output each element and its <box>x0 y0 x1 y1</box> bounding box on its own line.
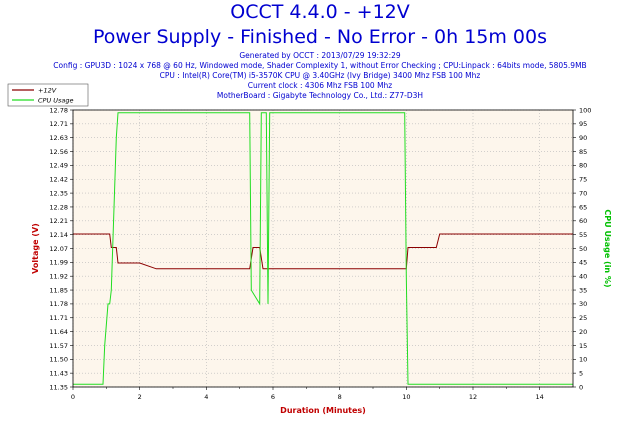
y-axis-right-title: CPU Usage (in %) <box>603 209 612 287</box>
y-left-tick-label: 12.14 <box>49 231 68 239</box>
motherboard-info: MotherBoard : Gigabyte Technology Co., L… <box>216 91 424 100</box>
clock-info: Current clock : 4306 Mhz FSB 100 Mhz <box>247 81 393 90</box>
y-left-tick-label: 11.35 <box>49 383 68 391</box>
x-axis-title: Duration (Minutes) <box>280 406 366 415</box>
y-right-tick-label: 85 <box>579 148 587 156</box>
y-right-tick-label: 75 <box>579 176 587 184</box>
y-right-tick-label: 15 <box>579 342 587 350</box>
config-info: Config : GPU3D : 1024 x 768 @ 60 Hz, Win… <box>53 61 587 70</box>
y-left-tick-label: 11.50 <box>49 356 68 364</box>
x-tick-label: 12 <box>469 393 477 401</box>
chart-title-line1: OCCT 4.4.0 - +12V <box>230 1 410 23</box>
y-right-tick-label: 55 <box>579 231 587 239</box>
y-left-tick-label: 12.42 <box>49 176 68 184</box>
y-axis-left-title: Voltage (V) <box>31 223 40 274</box>
y-right-tick-label: 90 <box>579 134 587 142</box>
y-left-tick-label: 11.99 <box>49 259 68 267</box>
y-right-tick-label: 20 <box>579 328 587 336</box>
y-left-tick-label: 12.49 <box>49 162 68 170</box>
y-left-tick-label: 12.21 <box>49 217 68 225</box>
y-left-tick-label: 12.63 <box>49 134 68 142</box>
y-left-tick-label: 11.78 <box>49 300 68 308</box>
x-tick-label: 4 <box>204 393 208 401</box>
x-tick-label: 8 <box>338 393 342 401</box>
y-right-tick-label: 70 <box>579 189 587 197</box>
y-left-tick-label: 11.71 <box>49 314 68 322</box>
x-tick-label: 2 <box>138 393 142 401</box>
y-left-tick-label: 11.92 <box>49 273 68 281</box>
series-line-cpu-usage <box>73 112 573 385</box>
y-right-tick-label: 60 <box>579 217 587 225</box>
legend: +12V CPU Usage <box>7 83 89 107</box>
y-right-tick-label: 80 <box>579 162 587 170</box>
generated-info: Generated by OCCT : 2013/07/29 19:32:29 <box>239 51 401 60</box>
y-left-tick-label: 11.43 <box>49 369 68 377</box>
chart-title-line2: Power Supply - Finished - No Error - 0h … <box>92 26 548 48</box>
x-tick-label: 0 <box>71 393 75 401</box>
y-right-tick-label: 35 <box>579 286 587 294</box>
y-right-tick-label: 25 <box>579 314 587 322</box>
y-right-tick-label: 30 <box>579 300 587 308</box>
plot-border <box>72 109 574 388</box>
y-right-tick-label: 10 <box>579 356 587 364</box>
y-right-tick-label: 65 <box>579 203 587 211</box>
y-left-tick-label: 12.35 <box>49 189 68 197</box>
series-layer <box>73 112 573 385</box>
y-right-tick-label: 5 <box>579 369 583 377</box>
y-left-tick-label: 11.85 <box>49 286 68 294</box>
y-right-tick-label: 50 <box>579 245 587 253</box>
y-left-tick-label: 12.07 <box>49 245 68 253</box>
y-left-tick-label: 12.78 <box>49 106 68 114</box>
y-left-tick-label: 12.28 <box>49 203 68 211</box>
x-tick-label: 6 <box>271 393 275 401</box>
y-right-tick-label: 40 <box>579 273 587 281</box>
y-left-tick-label: 12.71 <box>49 120 68 128</box>
y-right-tick-label: 95 <box>579 120 587 128</box>
x-tick-label: 10 <box>402 393 410 401</box>
y-left-tick-label: 11.57 <box>49 342 68 350</box>
y-right-tick-label: 45 <box>579 259 587 267</box>
grid-lines <box>72 109 573 388</box>
axes: 11.35 11.43 11.50 11.57 11.64 11.71 11.78 11.85… <box>49 106 591 401</box>
y-left-tick-label: 11.64 <box>49 328 68 336</box>
legend-label: CPU Usage <box>38 97 74 105</box>
y-right-tick-label: 100 <box>579 106 591 114</box>
series-line-voltage <box>73 233 573 270</box>
y-left-tick-label: 12.56 <box>49 148 68 156</box>
x-tick-label: 14 <box>536 393 544 401</box>
cpu-info: CPU : Intel(R) Core(TM) i5-3570K CPU @ 3… <box>159 71 481 80</box>
y-right-tick-label: 0 <box>579 383 583 391</box>
legend-label: +12V <box>38 87 57 95</box>
